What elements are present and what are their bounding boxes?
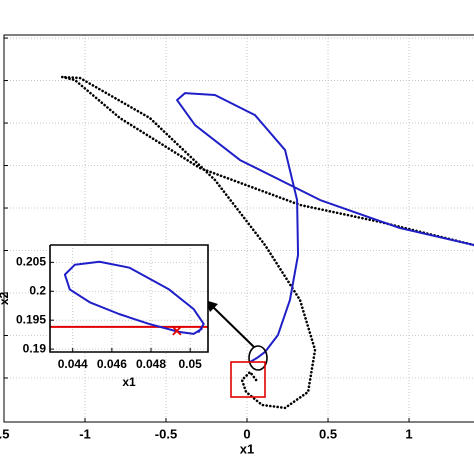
x-tick-label: 0.044 (58, 357, 88, 371)
zoom-ellipse (248, 345, 268, 371)
x-tick-label: 0.05 (179, 357, 203, 371)
zoom-box (230, 361, 266, 398)
curve (63, 260, 205, 335)
inset-plot: 0.044 0.046 0.048 0.05 0.19 0.195 0.2 0.205 x1 x2 (0, 244, 209, 389)
curve (176, 92, 474, 364)
x-axis-label: x1 (240, 441, 254, 456)
x-tick-label: .5 (0, 426, 9, 441)
x-tick-label: -1 (79, 426, 91, 441)
x-tick-label: 0.5 (319, 426, 337, 441)
inset-background (50, 245, 208, 352)
cross-marker (172, 326, 182, 336)
annotations (205, 300, 268, 398)
axis-frame (3, 34, 474, 423)
x-tick-label: 0 (243, 426, 250, 441)
axis-frame (49, 244, 209, 353)
y-tick-label: 0.2 (29, 283, 46, 297)
x-axis-label: x1 (122, 375, 136, 389)
cross-stroke (172, 326, 182, 336)
x-tick-label: 0.048 (136, 357, 166, 371)
y-tick-label: 0.195 (16, 312, 46, 326)
y-tick-label: 0.205 (16, 255, 46, 269)
y-axis-label: x2 (0, 292, 11, 306)
curve (60, 75, 474, 410)
x-tick-label: -0.5 (155, 426, 177, 441)
arrow-line (212, 306, 255, 348)
y-tick-label: 0.19 (23, 341, 47, 355)
x-tick-label: 0.046 (97, 357, 127, 371)
x-tick-label: 1 (405, 426, 412, 441)
